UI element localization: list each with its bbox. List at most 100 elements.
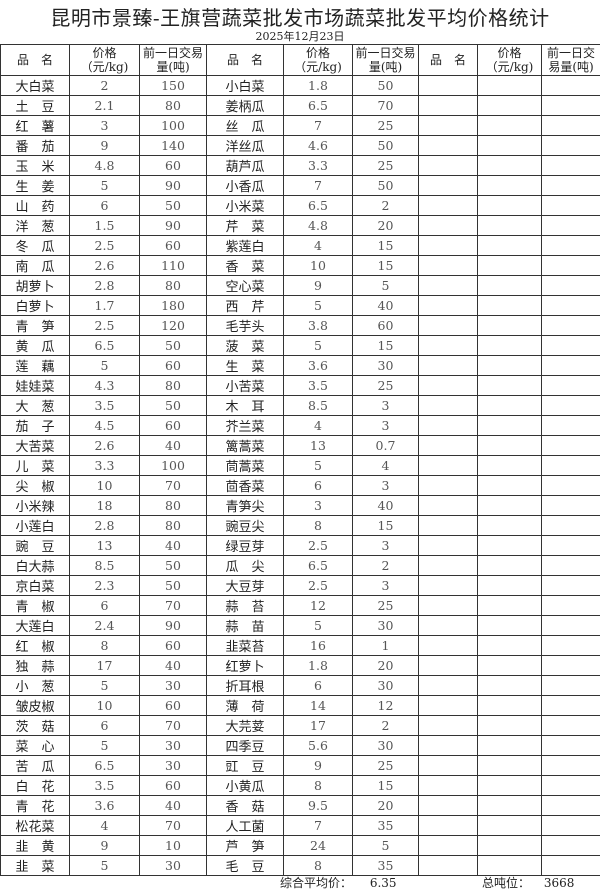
empty-cell xyxy=(541,135,600,156)
table-row: 茄 子 4.5 60 芥兰菜 4 3 xyxy=(0,415,600,436)
price-cell: 8 xyxy=(283,775,353,796)
volume-cell: 60 xyxy=(139,635,207,656)
vegetable-name: 西 芹 xyxy=(206,295,284,316)
empty-cell xyxy=(418,475,478,496)
table-row: 红 薯 3 100 丝 瓜 7 25 xyxy=(0,115,600,136)
volume-cell: 60 xyxy=(139,155,207,176)
price-cell: 2.5 xyxy=(283,575,353,596)
price-cell: 2.4 xyxy=(69,615,140,636)
table-row: 玉 米 4.8 60 葫芦瓜 3.3 25 xyxy=(0,155,600,176)
total-tonnage-value: 3668 xyxy=(543,876,575,890)
volume-cell: 4 xyxy=(352,455,419,476)
price-cell: 2.8 xyxy=(69,515,140,536)
vegetable-name: 大豆芽 xyxy=(206,575,284,596)
price-cell: 2.6 xyxy=(69,435,140,456)
vegetable-name: 韭菜苔 xyxy=(206,635,284,656)
table-row: 生 姜 5 90 小香瓜 7 50 xyxy=(0,175,600,196)
empty-cell xyxy=(418,335,478,356)
vegetable-name: 南 瓜 xyxy=(0,255,70,276)
empty-cell xyxy=(541,275,600,296)
price-cell: 6.5 xyxy=(283,555,353,576)
vegetable-name: 毛芋头 xyxy=(206,315,284,336)
empty-cell xyxy=(477,315,542,336)
vegetable-name: 茴香菜 xyxy=(206,475,284,496)
empty-cell xyxy=(418,455,478,476)
table-row: 青 椒 6 70 蒜 苔 12 25 xyxy=(0,595,600,616)
price-cell: 3 xyxy=(283,495,353,516)
vegetable-name: 大白菜 xyxy=(0,75,70,96)
price-cell: 3.5 xyxy=(283,375,353,396)
empty-cell xyxy=(541,95,600,116)
volume-cell: 3 xyxy=(352,475,419,496)
price-cell: 4 xyxy=(69,815,140,836)
vegetable-name: 白萝卜 xyxy=(0,295,70,316)
empty-cell xyxy=(541,695,600,716)
vegetable-name: 芹 菜 xyxy=(206,215,284,236)
price-cell: 5 xyxy=(69,675,140,696)
vegetable-name: 土 豆 xyxy=(0,95,70,116)
price-cell: 2.5 xyxy=(69,235,140,256)
empty-cell xyxy=(541,255,600,276)
volume-cell: 80 xyxy=(139,495,207,516)
volume-cell: 30 xyxy=(352,615,419,636)
empty-cell xyxy=(477,615,542,636)
vegetable-name: 茨 菇 xyxy=(0,715,70,736)
empty-cell xyxy=(418,675,478,696)
empty-cell xyxy=(477,115,542,136)
volume-cell: 25 xyxy=(352,155,419,176)
volume-cell: 90 xyxy=(139,175,207,196)
vegetable-name: 篱蒿菜 xyxy=(206,435,284,456)
empty-cell xyxy=(477,215,542,236)
vegetable-name: 洋 葱 xyxy=(0,215,70,236)
table-row: 娃娃菜 4.3 80 小苦菜 3.5 25 xyxy=(0,375,600,396)
volume-cell: 80 xyxy=(139,275,207,296)
empty-cell xyxy=(541,175,600,196)
vegetable-name: 松花菜 xyxy=(0,815,70,836)
empty-cell xyxy=(541,775,600,796)
empty-cell xyxy=(477,655,542,676)
vegetable-name: 大芫荽 xyxy=(206,715,284,736)
table-header-row: 品 名价格（元/kg) 前一日交易量(吨) 品 名价格（元/kg) 前一日交易量(吨)… xyxy=(0,44,600,76)
vegetable-name: 香 菇 xyxy=(206,795,284,816)
volume-cell: 30 xyxy=(352,675,419,696)
empty-cell xyxy=(418,835,478,856)
vegetable-name: 小黄瓜 xyxy=(206,775,284,796)
volume-cell: 50 xyxy=(352,75,419,96)
volume-cell: 25 xyxy=(352,375,419,396)
price-cell: 8.5 xyxy=(283,395,353,416)
price-cell: 8 xyxy=(283,855,353,876)
empty-cell xyxy=(418,155,478,176)
average-price-label: 综合平均价： xyxy=(280,876,353,890)
price-cell: 4.5 xyxy=(69,415,140,436)
empty-cell xyxy=(418,575,478,596)
empty-cell xyxy=(477,575,542,596)
empty-cell xyxy=(541,715,600,736)
volume-cell: 50 xyxy=(352,135,419,156)
volume-cell: 30 xyxy=(352,355,419,376)
price-cell: 6.5 xyxy=(283,195,353,216)
volume-cell: 60 xyxy=(352,315,419,336)
empty-cell xyxy=(477,675,542,696)
empty-cell xyxy=(418,775,478,796)
price-cell: 17 xyxy=(69,655,140,676)
vegetable-name: 葫芦瓜 xyxy=(206,155,284,176)
table-row: 韭 黄 9 10 芦 笋 24 5 xyxy=(0,835,600,856)
price-cell: 2.1 xyxy=(69,95,140,116)
volume-cell: 70 xyxy=(139,595,207,616)
volume-cell: 90 xyxy=(139,215,207,236)
price-cell: 6.5 xyxy=(283,95,353,116)
empty-cell xyxy=(418,135,478,156)
vegetable-name: 蒜 苔 xyxy=(206,595,284,616)
price-cell: 17 xyxy=(283,715,353,736)
volume-cell: 60 xyxy=(139,695,207,716)
volume-cell: 15 xyxy=(352,515,419,536)
empty-cell xyxy=(418,175,478,196)
vegetable-name: 黄 瓜 xyxy=(0,335,70,356)
empty-cell xyxy=(418,615,478,636)
price-table: 品 名价格（元/kg) 前一日交易量(吨) 品 名价格（元/kg) 前一日交易量(吨)… xyxy=(0,44,600,876)
total-tonnage-label: 总吨位： xyxy=(482,876,531,890)
price-cell: 24 xyxy=(283,835,353,856)
price-cell: 2.5 xyxy=(69,315,140,336)
empty-cell xyxy=(418,355,478,376)
empty-cell xyxy=(477,715,542,736)
